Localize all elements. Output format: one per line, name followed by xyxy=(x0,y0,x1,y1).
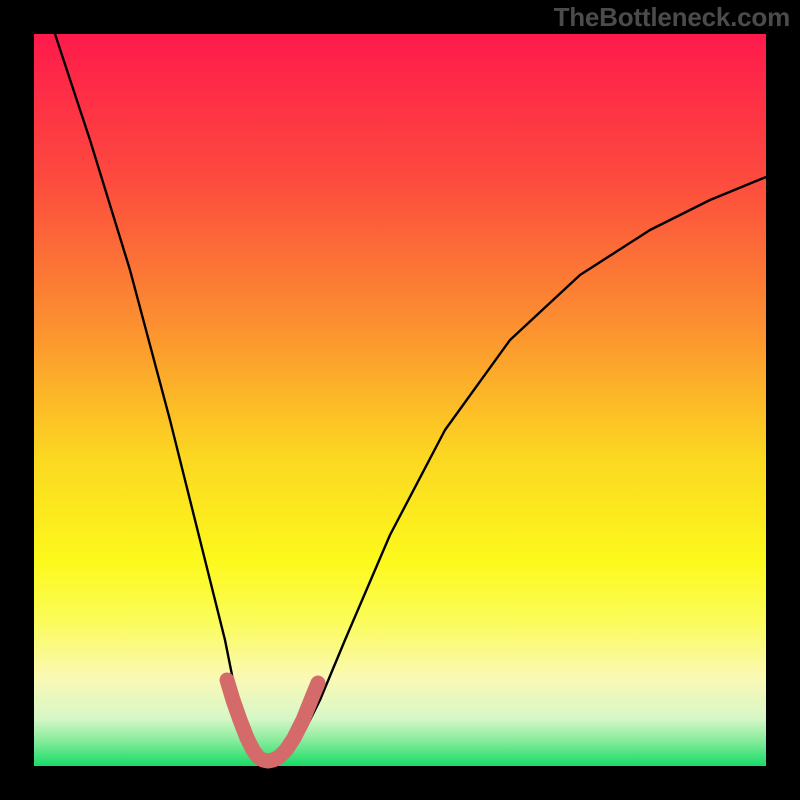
watermark-text: TheBottleneck.com xyxy=(554,2,790,33)
curve-overlay xyxy=(0,0,800,800)
bottleneck-curve xyxy=(55,34,766,763)
hot-zone-marker xyxy=(227,680,318,761)
chart-frame: TheBottleneck.com xyxy=(0,0,800,800)
